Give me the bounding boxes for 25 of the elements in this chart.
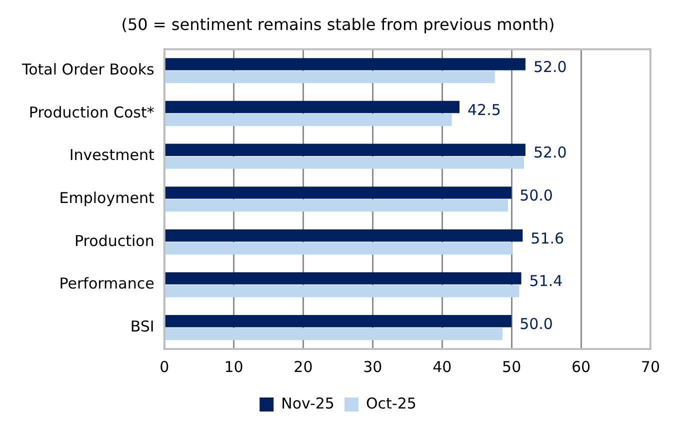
x-tick-label: 20 xyxy=(294,358,313,376)
y-tick-label: Employment xyxy=(59,188,154,207)
x-tick-label: 40 xyxy=(432,358,452,376)
chart-title: (50 = sentiment remains stable from previous month) xyxy=(121,14,555,34)
y-tick-label: Performance xyxy=(59,274,154,293)
y-tick-label: Production xyxy=(74,232,154,250)
x-tick-label: 10 xyxy=(224,358,244,376)
data-label: 52.0 xyxy=(533,144,567,162)
data-label: 51.6 xyxy=(530,229,564,248)
data-label: 52.0 xyxy=(533,58,567,76)
y-tick-label: Investment xyxy=(69,146,154,164)
legend-label: Oct-25 xyxy=(366,394,416,412)
data-label: 50.0 xyxy=(520,186,553,205)
legend-label: Nov-25 xyxy=(281,394,334,412)
x-tick-label: 70 xyxy=(640,358,660,376)
x-tick-label: 30 xyxy=(363,358,382,376)
x-tick-label: 50 xyxy=(502,358,522,376)
y-tick-label: Total Order Books xyxy=(21,60,155,79)
y-tick-label: Production Cost* xyxy=(28,103,155,122)
data-label: 51.4 xyxy=(529,272,563,290)
x-tick-label: 60 xyxy=(571,358,591,376)
x-tick-label: 0 xyxy=(160,358,170,376)
data-label: 50.0 xyxy=(520,315,553,334)
y-tick-label: BSI xyxy=(130,317,154,336)
data-label: 42.5 xyxy=(467,100,501,119)
